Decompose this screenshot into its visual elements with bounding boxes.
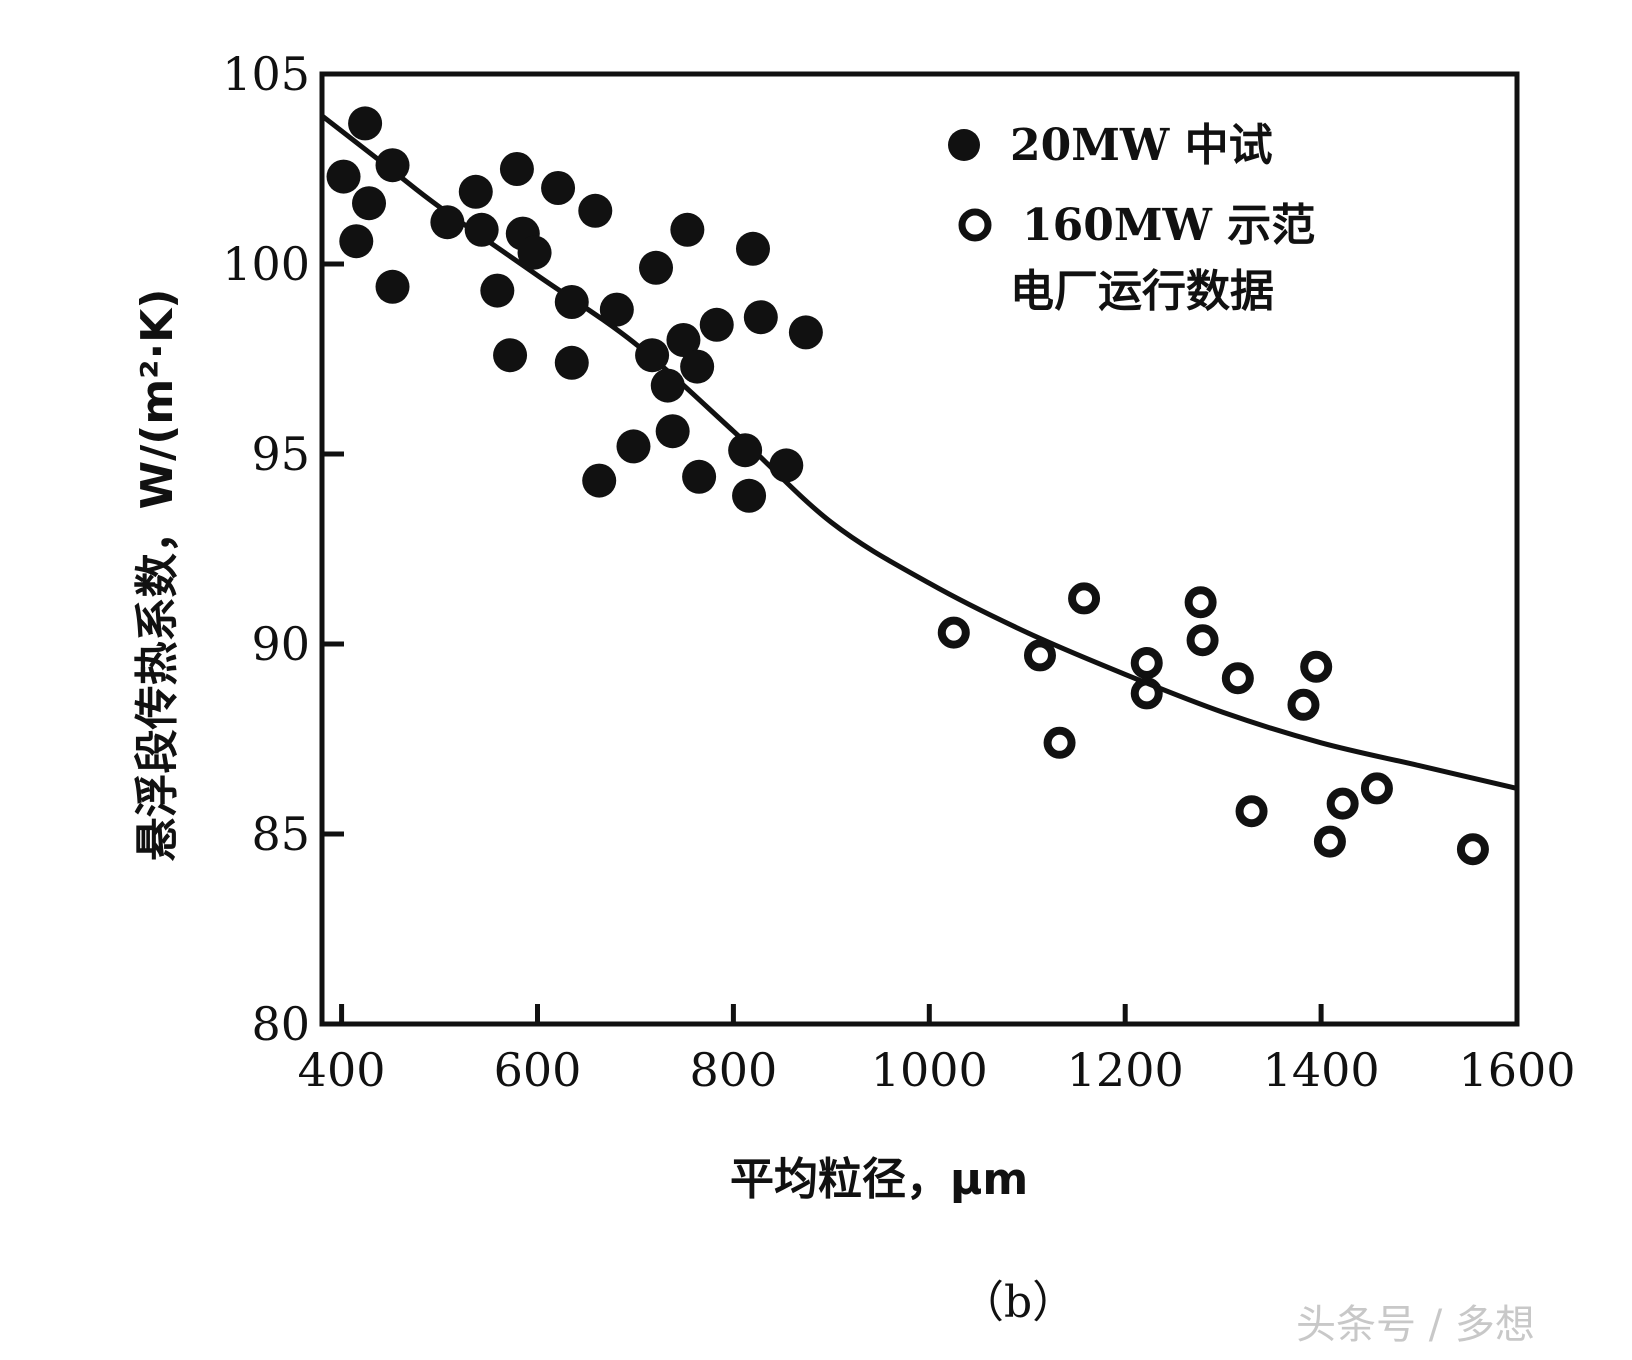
point-160mw-5 <box>1130 677 1163 710</box>
point-160mw-2 <box>1043 726 1076 759</box>
point-20mw-14 <box>541 171 576 205</box>
point-20mw-32 <box>735 231 770 266</box>
x-tick-label-600: 600 <box>494 1043 582 1097</box>
point-20mw-35 <box>788 315 823 350</box>
point-160mw-7 <box>1186 624 1219 657</box>
legend-note: 电厂运行数据 <box>1010 266 1274 317</box>
point-20mw-3 <box>352 186 387 221</box>
legend: 20MW 中试 160MW 示范 电厂运行数据 <box>948 120 1315 317</box>
watermark: 头条号 / 多想 <box>1296 1302 1535 1348</box>
point-20mw-27 <box>680 349 715 384</box>
point-20mw-19 <box>599 292 634 327</box>
y-tick-label-85: 85 <box>251 807 310 861</box>
point-20mw-21 <box>635 338 670 373</box>
point-20mw-25 <box>666 323 701 357</box>
x-tick-label-1400: 1400 <box>1263 1043 1380 1097</box>
point-160mw-3 <box>1068 582 1101 615</box>
point-160mw-6 <box>1184 586 1217 619</box>
point-160mw-9 <box>1235 795 1268 828</box>
x-tick-label-800: 800 <box>689 1043 777 1097</box>
y-axis-ticks: 80 85 90 95 100 105 <box>222 47 344 1051</box>
point-160mw-12 <box>1313 825 1346 858</box>
legend-marker-filled <box>948 129 980 161</box>
point-20mw-5 <box>375 269 410 304</box>
point-20mw-29 <box>699 307 734 342</box>
point-20mw-8 <box>464 212 499 247</box>
series-20mw-points <box>326 106 823 513</box>
legend-label-160mw: 160MW 示范 <box>1022 200 1315 251</box>
point-20mw-23 <box>650 368 685 403</box>
point-20mw-30 <box>728 433 763 468</box>
point-20mw-18 <box>582 463 617 498</box>
point-20mw-0 <box>326 159 361 194</box>
fit-curve <box>320 113 1518 791</box>
point-20mw-26 <box>670 212 705 247</box>
figure-caption: （b） <box>960 1277 1077 1328</box>
x-tick-label-1600: 1600 <box>1458 1043 1575 1097</box>
x-axis-title: 平均粒径，μm <box>730 1154 1028 1205</box>
point-20mw-10 <box>493 338 528 373</box>
point-20mw-1 <box>339 224 374 259</box>
point-20mw-15 <box>554 285 589 319</box>
point-20mw-28 <box>682 459 717 494</box>
point-20mw-34 <box>769 448 804 483</box>
point-20mw-20 <box>616 429 651 464</box>
x-tick-label-400: 400 <box>298 1043 386 1097</box>
point-20mw-16 <box>554 345 589 380</box>
point-20mw-17 <box>578 193 613 228</box>
y-tick-label-80: 80 <box>251 997 310 1051</box>
point-20mw-11 <box>499 152 534 186</box>
x-axis-ticks: 400 600 800 1000 1200 1400 1600 <box>298 1004 1576 1097</box>
y-tick-label-90: 90 <box>251 617 310 671</box>
point-160mw-0 <box>937 616 970 649</box>
point-20mw-4 <box>375 148 410 183</box>
point-20mw-22 <box>639 250 674 285</box>
point-20mw-33 <box>743 300 778 335</box>
point-20mw-31 <box>732 478 767 513</box>
y-tick-label-100: 100 <box>222 237 310 291</box>
y-axis-title: 悬浮段传热系数，W/(m²·K) <box>132 289 183 862</box>
point-20mw-7 <box>458 174 493 209</box>
y-tick-label-95: 95 <box>251 427 310 481</box>
point-20mw-24 <box>655 414 690 449</box>
point-20mw-2 <box>348 106 383 141</box>
legend-label-20mw: 20MW 中试 <box>1010 120 1273 171</box>
point-160mw-8 <box>1221 662 1254 695</box>
point-160mw-14 <box>1360 772 1393 805</box>
point-160mw-1 <box>1023 639 1056 672</box>
x-tick-label-1000: 1000 <box>871 1043 988 1097</box>
point-160mw-13 <box>1326 787 1359 820</box>
plot-frame <box>319 71 1520 1027</box>
x-tick-label-1200: 1200 <box>1067 1043 1184 1097</box>
point-160mw-11 <box>1300 650 1333 683</box>
point-160mw-10 <box>1287 688 1320 721</box>
y-tick-label-105: 105 <box>222 47 310 101</box>
point-20mw-6 <box>430 205 465 240</box>
point-20mw-13 <box>517 235 552 270</box>
series-160mw-points <box>937 582 1489 866</box>
legend-marker-open <box>958 208 992 242</box>
point-160mw-15 <box>1456 833 1489 866</box>
point-160mw-4 <box>1130 647 1163 679</box>
point-20mw-9 <box>480 273 515 308</box>
